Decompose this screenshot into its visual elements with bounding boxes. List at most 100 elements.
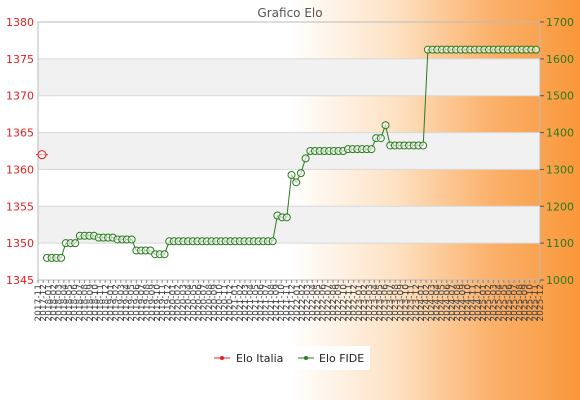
series-elo-italia [36, 150, 48, 160]
x-tick-label: 2022-08 [329, 284, 339, 322]
x-tick-label: 2019-02 [112, 284, 122, 322]
x-tick-label: 2023-06 [381, 284, 391, 322]
x-tick-label: 2021-09 [272, 284, 282, 322]
x-tick-label: 2020-07 [200, 284, 210, 322]
elo-fide-point[interactable] [367, 145, 376, 154]
x-tick-label: 2021-03 [241, 284, 251, 322]
x-tick-label: 2025-11 [531, 284, 541, 322]
x-tick-label: 2024-10 [464, 284, 474, 322]
x-tick-label: 2023-10 [401, 284, 411, 322]
x-tick-label: 2025-10 [526, 284, 536, 322]
right-tick-label: 1100 [546, 237, 574, 250]
left-tick-label: 1365 [6, 127, 34, 140]
legend-box [210, 346, 370, 370]
x-tick-label: 2018-11 [96, 284, 106, 322]
x-tick-label: 2022-09 [334, 284, 344, 322]
right-tick-label: 1200 [546, 200, 574, 213]
right-tick-label: 1700 [546, 16, 574, 29]
elo-fide-point[interactable] [376, 134, 385, 143]
x-tick-label: 2018-09 [86, 284, 96, 322]
x-axis: 2017-112017-122018-012018-022018-032018-… [34, 280, 546, 322]
elo-fide-point[interactable] [160, 250, 169, 259]
x-tick-label: 2022-11 [345, 284, 355, 322]
elo-fide-point[interactable] [282, 213, 291, 222]
x-tick-label: 2025-09 [520, 284, 530, 322]
x-tick-label: 2024-11 [469, 284, 479, 322]
x-tick-label: 2019-05 [127, 284, 137, 322]
x-tick-label: 2021-02 [236, 284, 246, 322]
x-tick-label: 2021-10 [277, 284, 287, 322]
elo-fide-point[interactable] [127, 235, 136, 244]
x-tick-label: 2020-03 [179, 284, 189, 322]
x-tick-label: 2017-11 [34, 284, 44, 322]
legend-label-italia: Elo Italia [236, 352, 283, 365]
x-tick-label: 2022-10 [339, 284, 349, 322]
x-tick-label: 2020-01 [169, 284, 179, 322]
x-tick-label: 2024-06 [443, 284, 453, 322]
x-tick-label: 2019-11 [158, 284, 168, 322]
legend-item-elo-fide[interactable]: Elo FIDE [298, 352, 364, 365]
x-tick-label: 2024-12 [474, 284, 484, 322]
elo-fide-point[interactable] [532, 45, 540, 54]
x-tick-label: 2022-02 [298, 284, 308, 322]
right-tick-label: 1500 [546, 90, 574, 103]
x-tick-label: 2018-02 [50, 284, 60, 322]
series-elo-fide [43, 45, 540, 262]
x-tick-label: 2023-07 [386, 284, 396, 322]
x-tick-label: 2021-06 [257, 284, 267, 322]
x-tick-label: 2021-04 [246, 284, 256, 322]
x-tick-label: 2019-08 [143, 284, 153, 322]
x-tick-label: 2022-12 [350, 284, 360, 322]
x-tick-label: 2021-07 [262, 284, 272, 322]
x-tick-label: 2021-12 [288, 284, 298, 322]
elo-fide-point[interactable] [268, 237, 277, 246]
x-tick-label: 2020-04 [184, 284, 194, 322]
elo-fide-point[interactable] [301, 154, 310, 163]
elo-fide-point[interactable] [287, 170, 296, 179]
x-tick-label: 2017-12 [39, 284, 49, 322]
x-tick-label: 2023-12 [412, 284, 422, 322]
x-tick-label: 2025-03 [489, 284, 499, 322]
x-tick-label: 2019-06 [132, 284, 142, 322]
plot-frame [37, 21, 541, 281]
elo-fide-point[interactable] [71, 239, 80, 248]
grid-bands [38, 58, 540, 244]
left-tick-label: 1345 [6, 274, 34, 287]
elo-italia-point[interactable] [37, 150, 47, 160]
left-tick-label: 1370 [6, 90, 34, 103]
x-tick-label: 2023-05 [376, 284, 386, 322]
x-tick-label: 2019-03 [117, 284, 127, 322]
right-tick-label: 1000 [546, 274, 574, 287]
x-tick-label: 2021-08 [267, 284, 277, 322]
x-tick-label: 2024-09 [458, 284, 468, 322]
x-tick-label: 2025-06 [505, 284, 515, 322]
x-tick-label: 2020-10 [215, 284, 225, 322]
x-tick-label: 2023-03 [365, 284, 375, 322]
x-tick-label: 2018-08 [81, 284, 91, 322]
x-tick-label: 2025-04 [495, 284, 505, 322]
elo-fide-point[interactable] [419, 141, 428, 150]
x-tick-label: 2020-11 [220, 284, 230, 322]
x-tick-label: 2019-04 [122, 284, 132, 322]
elo-fide-point[interactable] [296, 169, 305, 178]
right-tick-label: 1600 [546, 53, 574, 66]
x-tick-label: 2022-01 [293, 284, 303, 322]
x-tick-label: 2025-12 [536, 284, 546, 322]
left-tick-label: 1380 [6, 16, 34, 29]
elo-fide-point[interactable] [381, 121, 390, 130]
elo-fide-point[interactable] [57, 253, 66, 262]
x-tick-label: 2020-05 [189, 284, 199, 322]
x-tick-label: 2023-01 [355, 284, 365, 322]
x-tick-label: 2024-03 [427, 284, 437, 322]
elo-fide-point[interactable] [292, 178, 301, 187]
left-tick-label: 1350 [6, 237, 34, 250]
x-tick-label: 2022-05 [313, 284, 323, 322]
grid-band [38, 132, 540, 170]
x-tick-label: 2024-07 [448, 284, 458, 322]
legend-item-elo-italia[interactable]: Elo Italia [214, 352, 283, 365]
x-tick-label: 2024-01 [417, 284, 427, 322]
x-tick-label: 2019-10 [153, 284, 163, 322]
x-tick-label: 2021-11 [282, 284, 292, 322]
chart-title: Grafico Elo [257, 6, 322, 20]
